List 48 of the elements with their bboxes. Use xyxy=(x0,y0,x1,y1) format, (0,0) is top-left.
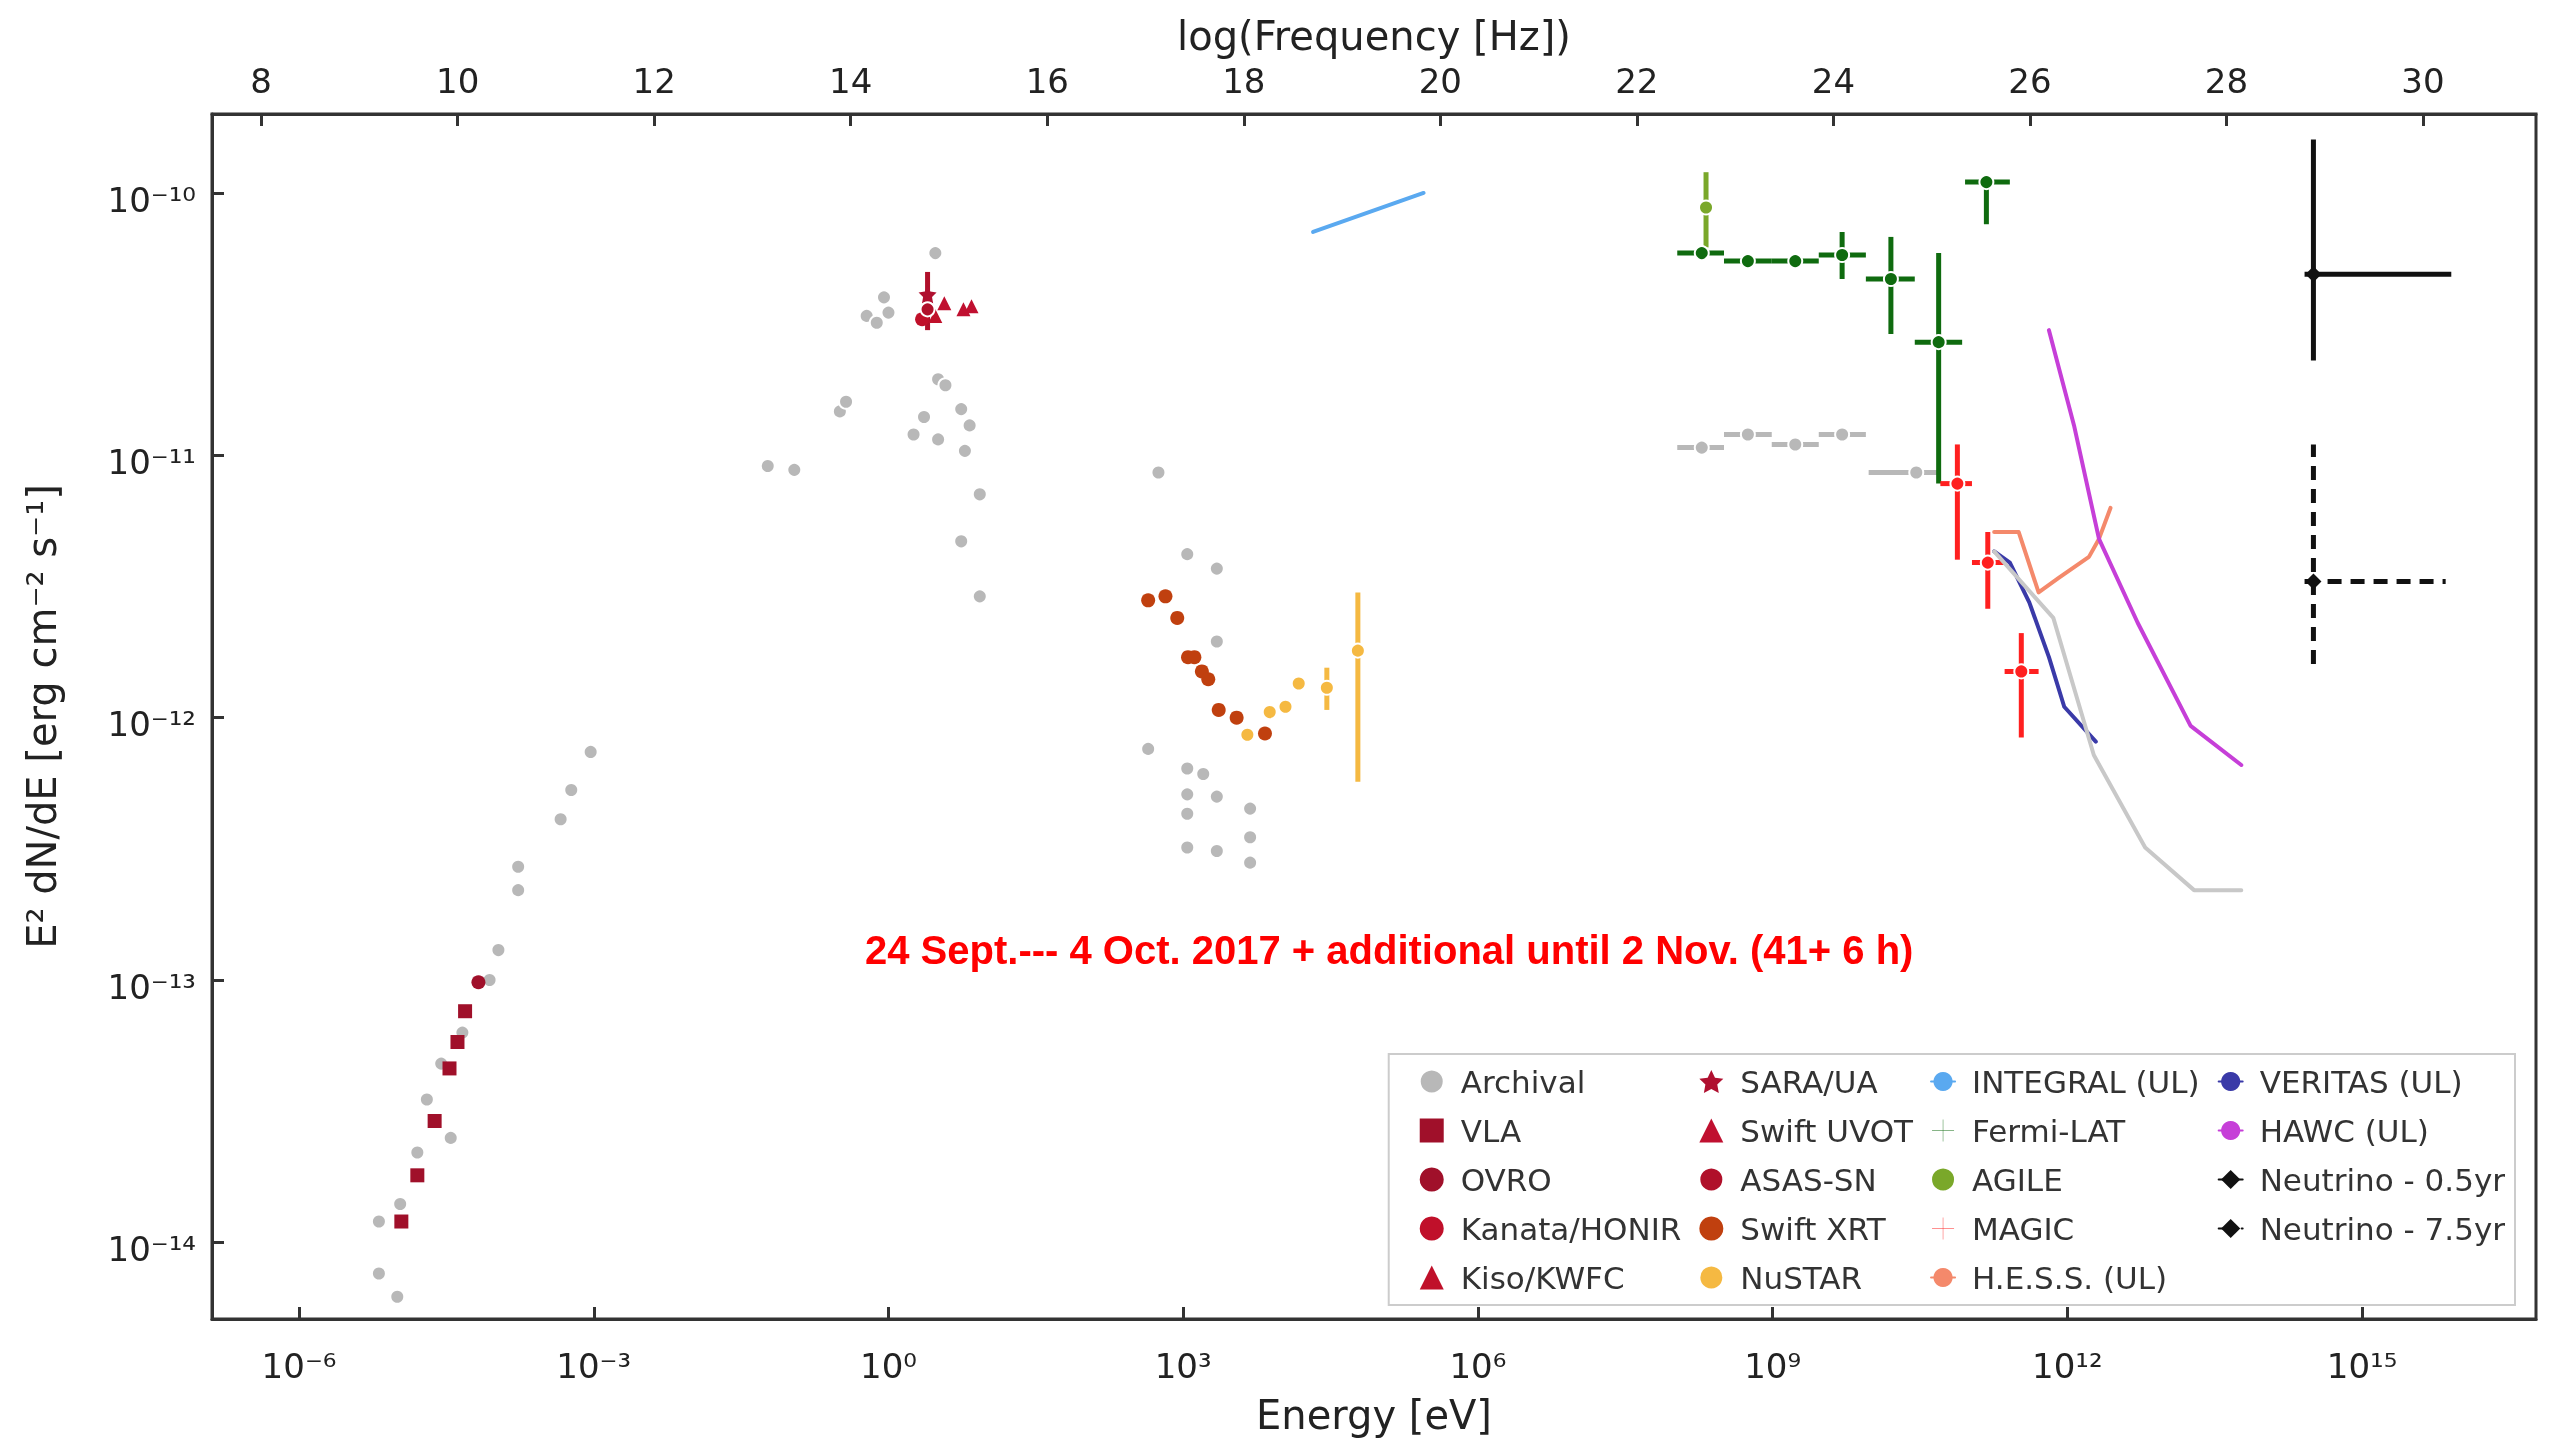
x2-tick-label: 12 xyxy=(632,61,676,101)
legend-label: H.E.S.S. (UL) xyxy=(1972,1259,2168,1296)
x-tick-label: 10⁻³ xyxy=(556,1345,632,1386)
legend-label: Archival xyxy=(1460,1063,1586,1100)
legend-label: NuSTAR xyxy=(1740,1259,1863,1296)
legend-label: HAWC (UL) xyxy=(2259,1112,2429,1149)
x2-tick-label: 14 xyxy=(829,61,873,101)
legend-label: MAGIC xyxy=(1972,1210,2075,1247)
x2-tick-label: 26 xyxy=(2008,61,2052,101)
legend-label: Swift UVOT xyxy=(1740,1112,1915,1149)
x2-tick-label: 10 xyxy=(436,61,480,101)
x2-tick-label: 16 xyxy=(1025,61,1069,101)
x2-tick-label: 30 xyxy=(2401,61,2445,101)
x-tick-label: 10⁶ xyxy=(1449,1345,1507,1386)
legend-label: AGILE xyxy=(1972,1161,2063,1198)
annotation: 24 Sept.--- 4 Oct. 2017 + additional until 2 Nov. (41+ 6 h) xyxy=(865,928,1914,972)
y-tick-label: 10⁻¹² xyxy=(107,704,196,745)
legend-label: Swift XRT xyxy=(1740,1210,1887,1247)
x-tick-label: 10⁻⁶ xyxy=(261,1345,337,1386)
legend-label: SARA/UA xyxy=(1740,1063,1878,1100)
x2-tick-label: 18 xyxy=(1222,61,1266,101)
y-axis-title: E² dN/dE [erg cm⁻² s⁻¹] xyxy=(19,484,65,949)
x2-tick-label: 22 xyxy=(1615,61,1659,101)
x2-tick-label: 28 xyxy=(2204,61,2249,101)
legend-label: OVRO xyxy=(1460,1161,1552,1198)
x2-tick-label: 8 xyxy=(250,61,272,101)
y-tick-label: 10⁻¹⁴ xyxy=(107,1229,196,1270)
x-tick-label: 10³ xyxy=(1154,1345,1212,1386)
legend-label: ASAS-SN xyxy=(1740,1161,1877,1198)
x2-axis-title: log(Frequency [Hz]) xyxy=(1177,13,1571,59)
y-tick-label: 10⁻¹⁰ xyxy=(107,179,196,220)
legend-label: VLA xyxy=(1460,1112,1522,1149)
x2-tick-label: 24 xyxy=(1811,61,1856,101)
legend-label: Neutrino - 7.5yr xyxy=(2259,1210,2506,1247)
y-tick-label: 10⁻¹¹ xyxy=(107,442,196,483)
x-tick-label: 10⁰ xyxy=(860,1345,917,1386)
legend-label: Kanata/HONIR xyxy=(1460,1210,1682,1247)
legend-label: Kiso/KWFC xyxy=(1460,1259,1625,1296)
x-tick-label: 10¹⁵ xyxy=(2326,1345,2398,1386)
x-axis-title: Energy [eV] xyxy=(1256,1392,1492,1438)
y-tick-label: 10⁻¹³ xyxy=(107,966,196,1007)
x-tick-label: 10⁹ xyxy=(1744,1345,1802,1386)
x2-tick-label: 20 xyxy=(1418,61,1462,101)
legend-label: VERITAS (UL) xyxy=(2259,1063,2463,1100)
legend-label: Neutrino - 0.5yr xyxy=(2259,1161,2506,1198)
legend-label: Fermi-LAT xyxy=(1972,1112,2127,1149)
legend-label: INTEGRAL (UL) xyxy=(1972,1063,2200,1100)
x-tick-label: 10¹² xyxy=(2032,1345,2103,1386)
